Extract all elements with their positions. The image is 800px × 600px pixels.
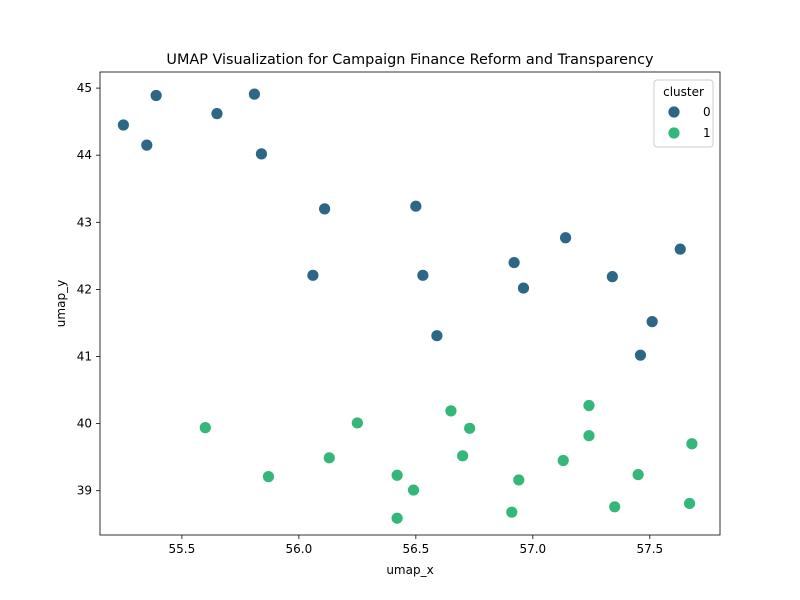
cluster-1-point: [582, 429, 596, 443]
cluster-0-point: [507, 256, 521, 269]
legend: cluster 01: [653, 79, 714, 148]
x-tick-label: 55.5: [169, 542, 196, 556]
legend-marker-1: [667, 126, 681, 140]
chart-title: UMAP Visualization for Campaign Finance …: [166, 52, 654, 68]
cluster-1-point: [505, 505, 519, 519]
cluster-1-point: [390, 511, 404, 525]
cluster-1-point: [322, 451, 336, 465]
cluster-1-point: [407, 483, 420, 497]
cluster-0-point: [318, 202, 332, 216]
cluster-1-point: [631, 468, 645, 482]
cluster-1-point: [683, 497, 696, 510]
y-axis-label: umap_y: [54, 280, 68, 327]
cluster-0-point: [430, 329, 444, 343]
cluster-0-point: [645, 315, 659, 329]
cluster-0-point: [306, 268, 320, 282]
cluster-1-point: [582, 399, 596, 412]
legend-label-1: 1: [703, 126, 711, 140]
cluster-0-point: [559, 231, 572, 245]
cluster-1-point: [444, 404, 458, 418]
x-tick-label: 57.5: [636, 542, 663, 556]
cluster-1-point: [198, 421, 212, 435]
cluster-0-point: [673, 242, 687, 256]
plot-frame: [99, 71, 721, 536]
cluster-1-point: [556, 454, 570, 467]
cluster-0-point: [605, 270, 619, 284]
y-tick-label: 44: [77, 148, 92, 162]
x-axis-label: umap_x: [386, 563, 433, 577]
cluster-1-point: [390, 468, 404, 482]
cluster-1-point: [262, 470, 275, 484]
y-tick-label: 39: [77, 484, 92, 498]
cluster-1-point: [685, 437, 699, 451]
y-tick-label: 45: [77, 81, 92, 95]
legend-title: cluster: [663, 85, 704, 99]
y-tick-label: 43: [77, 215, 92, 229]
x-tick-label: 56.5: [402, 542, 429, 556]
y-tick-label: 41: [77, 350, 92, 364]
y-axis-ticks: 39 40 41 42 43 44 45: [77, 81, 100, 498]
legend-entries: 01: [667, 105, 711, 140]
legend-label-0: 0: [703, 105, 711, 119]
cluster-0-point: [409, 199, 423, 213]
cluster-1-point: [456, 449, 470, 463]
cluster-0-point: [634, 348, 647, 362]
cluster-0-point: [517, 281, 530, 295]
y-tick-label: 42: [77, 282, 92, 296]
cluster-0-point: [416, 268, 430, 282]
y-tick-label: 40: [77, 417, 92, 431]
x-tick-label: 57.0: [519, 542, 546, 556]
cluster-1-point: [608, 500, 622, 514]
cluster-0-point: [210, 107, 224, 121]
legend-marker-0: [667, 105, 681, 119]
scatter-points: [116, 87, 699, 525]
cluster-0-point: [248, 87, 261, 101]
cluster-1-point: [350, 416, 364, 430]
plot-area: 55.5 56.0 56.5 57.0 57.5 39 40 41 42 43 44 45: [77, 71, 721, 556]
x-axis-ticks: 55.5 56.0 56.5 57.0 57.5: [169, 535, 663, 556]
cluster-0-point: [116, 118, 130, 132]
cluster-0-point: [149, 89, 163, 102]
x-tick-label: 56.0: [286, 542, 313, 556]
cluster-0-point: [255, 147, 268, 161]
cluster-1-point: [463, 421, 477, 435]
cluster-1-point: [512, 473, 526, 487]
cluster-0-point: [140, 138, 154, 152]
